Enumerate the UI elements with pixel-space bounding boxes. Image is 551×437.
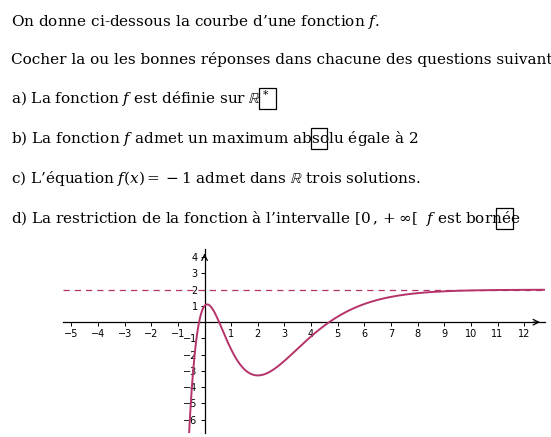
- Text: Cocher la ou les bonnes réponses dans chacune des questions suivantes :: Cocher la ou les bonnes réponses dans ch…: [11, 52, 551, 67]
- Text: On donne ci-dessous la courbe d’une fonction $f$.: On donne ci-dessous la courbe d’une fonc…: [11, 13, 380, 31]
- Bar: [259, 88, 276, 110]
- Text: b) La fonction $f$ admet un maximum absolu égale à 2: b) La fonction $f$ admet un maximum abso…: [11, 129, 419, 149]
- Text: d) La restriction de la fonction à l’intervalle $[0\,,+\infty[$  $f$ est bornée: d) La restriction de la fonction à l’int…: [11, 209, 520, 228]
- Bar: [311, 128, 327, 149]
- Text: c) L’équation $f(x) = -1$ admet dans $\mathbb{R}$ trois solutions.: c) L’équation $f(x) = -1$ admet dans $\m…: [11, 169, 421, 188]
- Bar: [496, 208, 513, 229]
- Text: a) La fonction $f$ est définie sur $\mathbb{R}^*$: a) La fonction $f$ est définie sur $\mat…: [11, 89, 269, 110]
